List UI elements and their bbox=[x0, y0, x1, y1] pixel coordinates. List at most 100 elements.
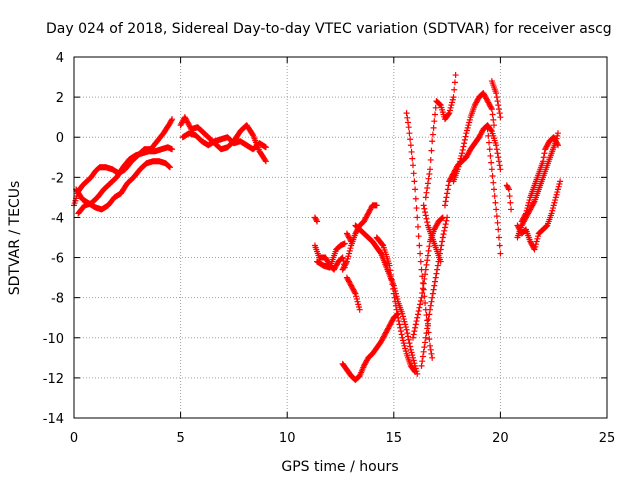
data-point bbox=[425, 247, 432, 254]
data-point bbox=[508, 206, 515, 213]
data-point bbox=[522, 211, 529, 218]
data-point bbox=[552, 197, 559, 204]
data-point bbox=[449, 99, 456, 106]
data-point bbox=[417, 301, 424, 308]
data-point bbox=[402, 348, 409, 355]
data-point bbox=[169, 146, 176, 153]
data-point bbox=[551, 199, 558, 206]
data-point bbox=[457, 155, 464, 162]
data-point bbox=[495, 226, 502, 233]
data-point bbox=[414, 311, 421, 318]
x-tick-label: 5 bbox=[176, 431, 184, 446]
data-point bbox=[443, 217, 450, 224]
data-point bbox=[484, 126, 491, 133]
data-point bbox=[458, 152, 465, 159]
data-point bbox=[348, 238, 355, 245]
data-point bbox=[409, 334, 416, 341]
data-point bbox=[496, 242, 503, 249]
data-point bbox=[430, 286, 437, 293]
data-point bbox=[541, 150, 548, 157]
data-point bbox=[461, 136, 468, 143]
data-point bbox=[431, 118, 438, 125]
data-point bbox=[353, 296, 360, 303]
data-point bbox=[262, 158, 269, 165]
data-point bbox=[419, 358, 426, 365]
data-point bbox=[422, 334, 429, 341]
data-point bbox=[445, 111, 452, 118]
data-point bbox=[417, 298, 424, 305]
y-tick-label: -10 bbox=[43, 332, 64, 347]
data-point bbox=[416, 304, 423, 311]
data-point bbox=[552, 194, 559, 201]
data-point bbox=[554, 130, 561, 137]
data-point bbox=[343, 259, 350, 266]
data-point bbox=[400, 313, 407, 320]
data-point bbox=[413, 318, 420, 325]
data-point bbox=[411, 360, 418, 367]
data-point bbox=[409, 352, 416, 359]
data-point bbox=[488, 166, 495, 173]
data-point bbox=[525, 202, 532, 209]
data-point bbox=[439, 215, 446, 222]
data-point bbox=[524, 205, 531, 212]
data-point bbox=[486, 139, 493, 146]
y-tick-label: -8 bbox=[51, 292, 64, 307]
data-point bbox=[407, 343, 414, 350]
data-point bbox=[497, 166, 504, 173]
y-axis-label: SDTVAR / TECUs bbox=[7, 181, 23, 296]
data-point bbox=[427, 166, 434, 173]
data-point bbox=[409, 155, 416, 162]
data-point bbox=[487, 152, 494, 159]
data-point bbox=[497, 250, 504, 257]
data-point bbox=[428, 147, 435, 154]
data-point bbox=[506, 193, 513, 200]
data-point bbox=[432, 278, 439, 285]
tick-marks bbox=[73, 56, 608, 419]
data-point bbox=[427, 306, 434, 313]
data-point bbox=[422, 212, 429, 219]
data-point bbox=[419, 353, 426, 360]
data-point bbox=[391, 294, 398, 301]
data-point bbox=[424, 219, 431, 226]
data-point bbox=[489, 172, 496, 179]
data-point bbox=[394, 310, 401, 317]
data-point bbox=[168, 117, 175, 124]
data-point bbox=[409, 162, 416, 169]
data-point bbox=[441, 227, 448, 234]
data-point bbox=[489, 111, 496, 118]
data-point bbox=[437, 258, 444, 265]
data-point bbox=[403, 326, 410, 333]
data-point bbox=[493, 142, 500, 149]
data-point bbox=[491, 122, 498, 129]
data-point bbox=[420, 348, 427, 355]
y-tick-labels: -14 -12 -10 -8 -6 -4 -2 0 2 4 bbox=[43, 51, 64, 427]
x-tick-labels: 0 5 10 15 20 25 bbox=[70, 431, 615, 446]
data-point bbox=[422, 209, 429, 216]
data-point bbox=[430, 124, 437, 131]
data-point bbox=[418, 294, 425, 301]
data-point bbox=[420, 280, 427, 287]
data-point bbox=[441, 202, 448, 209]
data-point bbox=[490, 116, 497, 123]
data-point bbox=[461, 140, 468, 147]
data-point bbox=[555, 183, 562, 190]
data-point bbox=[535, 233, 542, 240]
data-point bbox=[387, 271, 394, 278]
data-point bbox=[392, 302, 399, 309]
data-point bbox=[413, 205, 420, 212]
data-point bbox=[523, 207, 530, 214]
data-point bbox=[445, 182, 452, 189]
data-point bbox=[424, 185, 431, 192]
data-point bbox=[402, 324, 409, 331]
y-tick-label: 4 bbox=[56, 51, 64, 66]
data-point bbox=[455, 163, 462, 170]
data-point bbox=[495, 154, 502, 161]
data-point bbox=[493, 213, 500, 220]
data-point bbox=[485, 132, 492, 139]
data-point bbox=[451, 79, 458, 86]
data-point bbox=[417, 250, 424, 257]
data-point bbox=[491, 186, 498, 193]
data-point bbox=[549, 207, 556, 214]
data-point bbox=[444, 214, 451, 221]
data-point bbox=[540, 154, 547, 161]
